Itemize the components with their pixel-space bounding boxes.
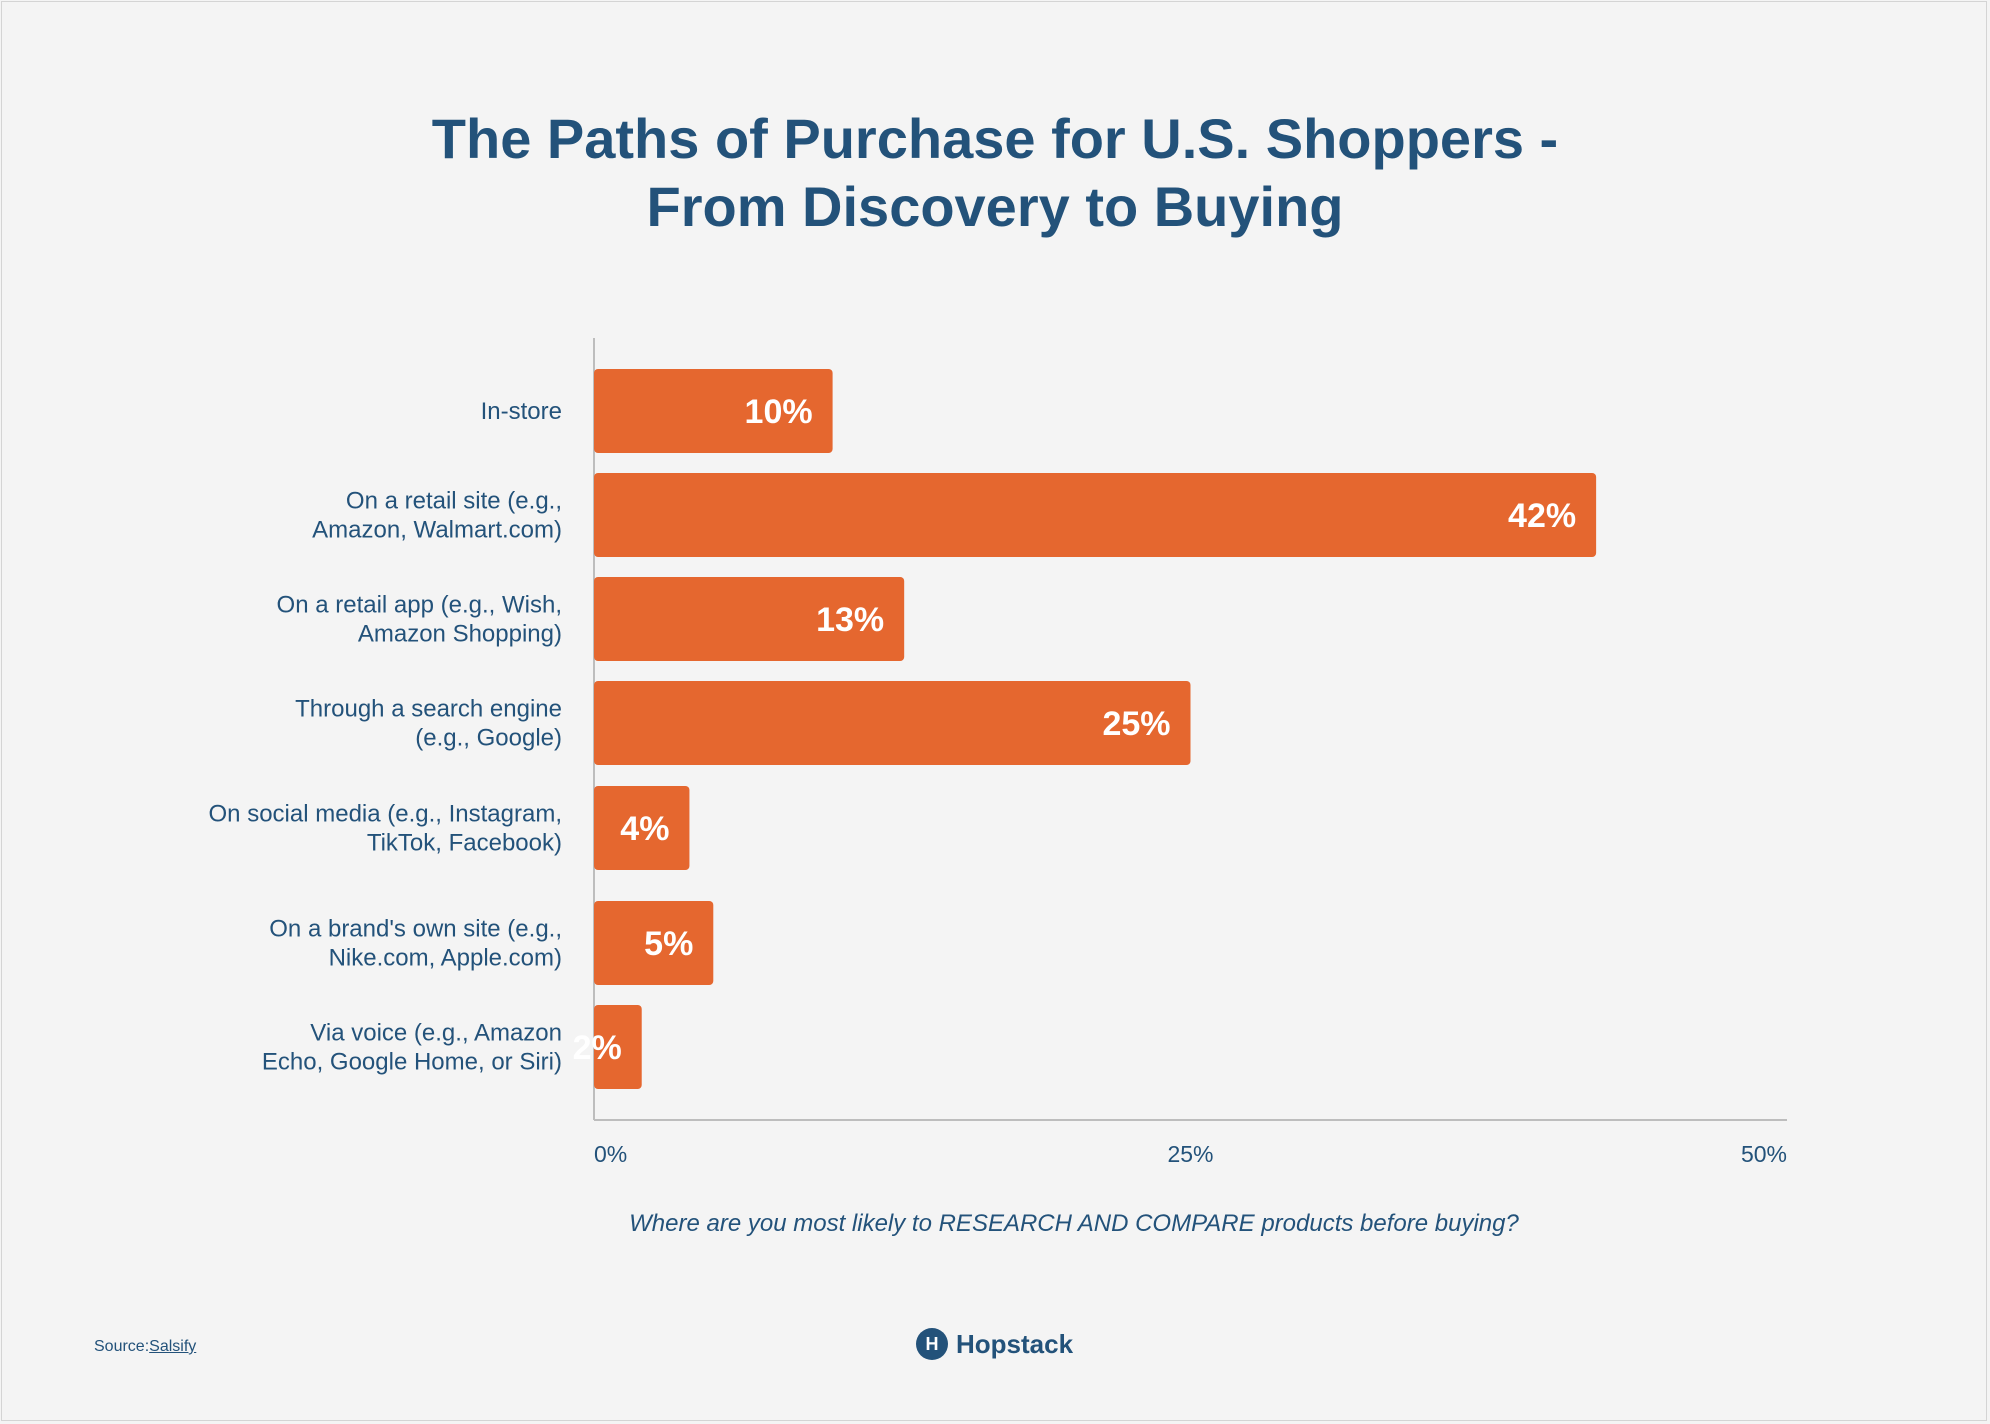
source-prefix: Source:	[94, 1338, 150, 1355]
brand-name: Hopstack	[956, 1328, 1074, 1359]
data-label: 13%	[816, 601, 884, 639]
category-label: In-store	[481, 398, 562, 425]
chart-title-line-2: From Discovery to Buying	[646, 175, 1344, 238]
source-link[interactable]: Salsify	[149, 1338, 197, 1355]
category-label: On a brand's own site (e.g., Nike.com, Ap…	[269, 916, 562, 972]
brand-logo: H Hopstack	[916, 1328, 1073, 1360]
data-label: 4%	[620, 810, 669, 848]
x-tick-label: 0%	[594, 1141, 627, 1167]
bar	[594, 901, 714, 985]
data-label: 5%	[644, 925, 693, 963]
category-label: Via voice (e.g., Amazon Echo, Google Home…	[262, 1020, 562, 1076]
x-tick-label: 50%	[1741, 1141, 1787, 1167]
bar	[594, 681, 1191, 765]
bar	[594, 786, 690, 870]
category-label: On social media (e.g., Instagram, TikTok,…	[209, 801, 562, 857]
bar	[594, 473, 1597, 557]
x-tick-label: 25%	[1167, 1141, 1213, 1167]
bar	[594, 369, 833, 453]
data-label: 25%	[1102, 705, 1170, 743]
data-label: 42%	[1508, 497, 1576, 535]
bar	[594, 1005, 642, 1089]
hopstack-logo-icon: H	[916, 1328, 948, 1360]
source-note: Source:Salsify	[94, 1338, 196, 1356]
data-label: 2%	[573, 1029, 622, 1067]
bar	[594, 577, 905, 661]
data-label: 10%	[745, 393, 813, 431]
category-label: Through a search engine (e.g., Google)	[295, 696, 562, 752]
category-label: On a retail app (e.g., Wish, Amazon Shopp…	[277, 592, 562, 648]
chart-title-line-1: The Paths of Purchase for U.S. Shoppers …	[431, 107, 1559, 170]
category-label: On a retail site (e.g., Amazon, Walmart.c…	[312, 488, 562, 544]
x-axis-label: Where are you most likely to RESEARCH AN…	[629, 1210, 1519, 1237]
bar-chart: 10% In-store 42% On a retail site (e.g., Ama…	[209, 338, 1787, 1167]
chart-title: The Paths of Purchase for U.S. Shoppers …	[0, 105, 1990, 241]
